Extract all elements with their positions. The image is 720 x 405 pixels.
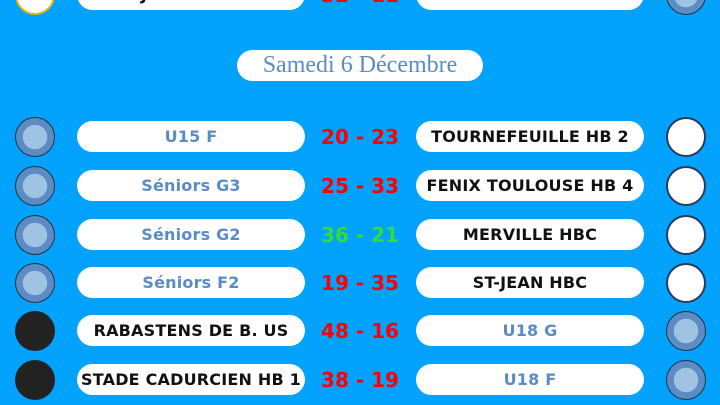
date-header: Samedi 6 Décembre bbox=[237, 50, 483, 81]
score: 38 - 19 bbox=[321, 367, 399, 392]
home-team: U15 F bbox=[77, 121, 305, 152]
match-row: RABASTENS DE B. US 48 - 16 U18 G bbox=[0, 311, 720, 351]
away-team: TOURNEFEUILLE HB 2 bbox=[416, 121, 644, 152]
team-logo bbox=[666, 117, 706, 157]
team-logo bbox=[666, 263, 706, 303]
roques-logo bbox=[15, 263, 55, 303]
roques-logo bbox=[15, 215, 55, 255]
roques-logo bbox=[15, 117, 55, 157]
team-logo bbox=[15, 311, 55, 351]
home-team: Séniors G3 bbox=[77, 170, 305, 201]
match-row: STADE CADURCIEN HB 1 38 - 19 U18 F bbox=[0, 360, 720, 400]
team-logo bbox=[666, 166, 706, 206]
team-logo bbox=[15, 360, 55, 400]
away-team: Loisirs 3 bbox=[416, 0, 644, 10]
score: 32 - 11 bbox=[310, 0, 410, 10]
match-row: Séniors G3 25 - 33 FENIX TOULOUSE HB 4 bbox=[0, 166, 720, 206]
home-team: Séniors F2 bbox=[77, 267, 305, 298]
away-team: ST-JEAN HBC bbox=[416, 267, 644, 298]
team-logo bbox=[666, 215, 706, 255]
match-row: Séniors G2 36 - 21 MERVILLE HBC bbox=[0, 215, 720, 255]
score: 25 - 33 bbox=[321, 173, 399, 198]
away-team: U18 G bbox=[416, 315, 644, 346]
roques-logo bbox=[15, 166, 55, 206]
roques-logo bbox=[666, 311, 706, 351]
score: 48 - 16 bbox=[321, 318, 399, 343]
away-team: FENIX TOULOUSE HB 4 bbox=[416, 170, 644, 201]
score: 36 - 21 bbox=[321, 222, 399, 247]
roques-logo bbox=[666, 0, 706, 15]
away-team: U18 F bbox=[416, 364, 644, 395]
score: 20 - 23 bbox=[321, 124, 399, 149]
home-team: Séniors G2 bbox=[77, 219, 305, 250]
match-row: U15 F 20 - 23 TOURNEFEUILLE HB 2 bbox=[0, 117, 720, 157]
home-team: PINS JUSTARET HBC 2 bbox=[77, 0, 305, 10]
roques-logo bbox=[666, 360, 706, 400]
home-team: RABASTENS DE B. US bbox=[77, 315, 305, 346]
score: 19 - 35 bbox=[321, 270, 399, 295]
team-logo bbox=[15, 0, 55, 15]
home-team: STADE CADURCIEN HB 1 bbox=[77, 364, 305, 395]
away-team: MERVILLE HBC bbox=[416, 219, 644, 250]
match-row-top: PINS JUSTARET HBC 2 32 - 11 Loisirs 3 bbox=[0, 0, 720, 15]
match-row: Séniors F2 19 - 35 ST-JEAN HBC bbox=[0, 263, 720, 303]
